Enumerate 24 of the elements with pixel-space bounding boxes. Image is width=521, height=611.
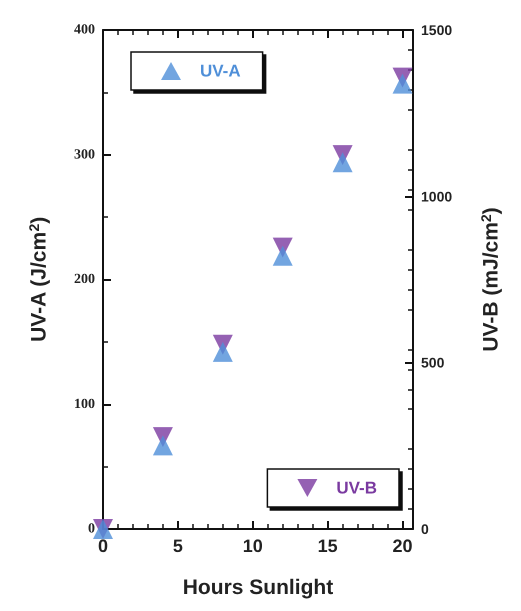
x-tick-label: 5 [172,536,183,556]
point [152,435,173,456]
x-axis-title: Hours Sunlight [182,576,334,599]
y2-tick-label: 500 [421,354,445,371]
y-tick-label: 400 [74,22,95,38]
x-tick-label: 15 [318,536,338,556]
point [332,152,353,172]
legend-label: UV-B [336,478,378,498]
legend-label: UV-A [200,62,241,80]
point [212,342,233,362]
y2-axis-title: UV-B (mJ/cm2) [478,207,502,352]
y-axis-title: UV-A (J/cm2) [26,216,50,342]
y-tick-label: 100 [74,396,95,412]
y2-tick-label: 1000 [421,188,452,204]
y-tick-label: 200 [74,272,95,287]
y-tick-label: 300 [74,147,95,162]
y-tick-label: 0 [88,522,95,536]
point [392,74,413,94]
x-tick-label: 0 [98,536,108,556]
y2-tick-label: 0 [421,521,429,537]
x-tick-label: 20 [392,536,413,556]
x-tick-label: 10 [242,536,263,556]
point [272,246,293,266]
y2-tick-label: 1500 [421,22,452,38]
